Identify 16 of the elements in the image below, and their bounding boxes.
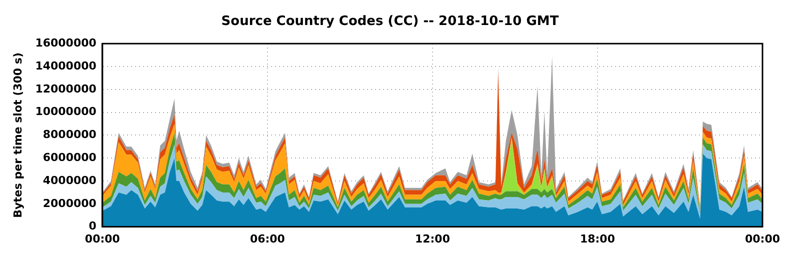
- chart-title: Source Country Codes (CC) -- 2018-10-10 GMT: [221, 14, 559, 30]
- x-tick-label: 12:00: [414, 232, 450, 246]
- y-tick-label: 16000000: [35, 36, 97, 50]
- y-tick-label: 6000000: [42, 150, 97, 164]
- y-axis-title: Bytes per time slot (300 s): [11, 52, 24, 218]
- y-tick-label: 4000000: [42, 174, 97, 187]
- y-tick-label: 0: [88, 220, 97, 233]
- y-tick-label: 12000000: [35, 82, 97, 96]
- x-tick-label: 18:00: [580, 232, 616, 246]
- x-tick-label: 00:00: [744, 232, 780, 246]
- x-tick-label: 00:00: [84, 232, 120, 246]
- y-tick-label: 8000000: [42, 128, 97, 142]
- x-tick-label: 06:00: [250, 232, 286, 246]
- y-tick-label: 2000000: [42, 196, 97, 210]
- y-tick-label: 14000000: [35, 59, 97, 72]
- y-tick-label: 10000000: [35, 105, 97, 118]
